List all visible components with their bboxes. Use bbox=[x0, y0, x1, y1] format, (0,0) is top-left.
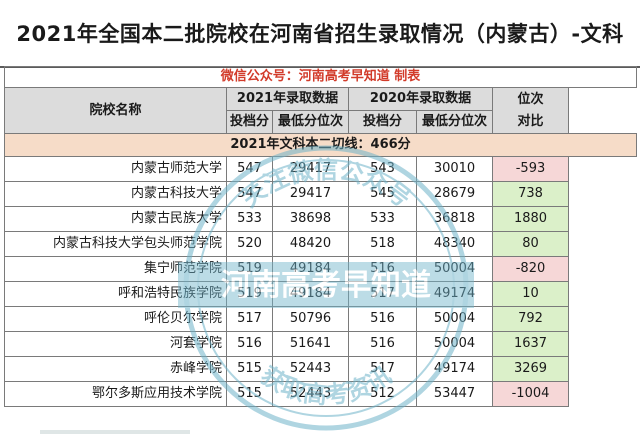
score-2021-cell: 520 bbox=[226, 231, 273, 257]
table-row: 集宁师范学院 519 49184 516 50004 -820 bbox=[4, 256, 637, 282]
subtitle: 微信公众号：河南高考早知道 制表 bbox=[3, 66, 638, 88]
header-row-2: 投档分 最低分位次 投档分 最低分位次 bbox=[5, 110, 637, 134]
rank-2021-cell: 49184 bbox=[272, 256, 349, 282]
header-score-2020: 投档分 bbox=[348, 110, 417, 134]
school-name-cell: 呼伦贝尔学院 bbox=[4, 306, 227, 332]
rank-diff-cell: 738 bbox=[492, 181, 569, 207]
school-name-cell: 集宁师范学院 bbox=[4, 256, 227, 282]
rank-diff-cell: 3269 bbox=[492, 356, 569, 382]
header-rank-2021: 最低分位次 bbox=[272, 110, 349, 134]
table-row: 内蒙古师范大学 547 29417 543 30010 -593 bbox=[4, 156, 637, 182]
table-row: 河套学院 516 51641 516 50004 1637 bbox=[4, 331, 637, 357]
score-2021-cell: 519 bbox=[226, 256, 273, 282]
rank-2021-cell: 38698 bbox=[272, 206, 349, 232]
school-name-cell: 河套学院 bbox=[4, 331, 227, 357]
school-name-cell: 呼和浩特民族学院 bbox=[4, 281, 227, 307]
rank-diff-cell: 792 bbox=[492, 306, 569, 332]
table-body: 内蒙古师范大学 547 29417 543 30010 -593 内蒙古科技大学 547 294… bbox=[4, 156, 637, 407]
rank-2020-cell: 49174 bbox=[416, 356, 493, 382]
rank-2021-cell: 29417 bbox=[272, 181, 349, 207]
score-2020-cell: 516 bbox=[348, 306, 417, 332]
rank-2020-cell: 50004 bbox=[416, 306, 493, 332]
table-row: 呼伦贝尔学院 517 50796 516 50004 792 bbox=[4, 306, 637, 332]
score-2021-cell: 515 bbox=[226, 381, 273, 407]
subtitle-row: 微信公众号：河南高考早知道 制表 bbox=[3, 66, 638, 88]
rank-diff-cell: 1637 bbox=[492, 331, 569, 357]
bottom-decoration bbox=[40, 430, 190, 434]
school-name-cell: 内蒙古师范大学 bbox=[4, 156, 227, 182]
rank-2020-cell: 48340 bbox=[416, 231, 493, 257]
score-2021-cell: 515 bbox=[226, 356, 273, 382]
school-name-cell: 内蒙古科技大学包头师范学院 bbox=[4, 231, 227, 257]
score-2021-cell: 547 bbox=[226, 181, 273, 207]
rank-2020-cell: 36818 bbox=[416, 206, 493, 232]
header-school: 院校名称 bbox=[4, 87, 227, 134]
rank-diff-cell: -1004 bbox=[492, 381, 569, 407]
rank-2021-cell: 48420 bbox=[272, 231, 349, 257]
score-2021-cell: 533 bbox=[226, 206, 273, 232]
rank-2020-cell: 50004 bbox=[416, 256, 493, 282]
rank-2020-cell: 53447 bbox=[416, 381, 493, 407]
cutoff-row: 2021年文科本二切线：466分 bbox=[3, 133, 638, 157]
table-row: 内蒙古科技大学 547 29417 545 28679 738 bbox=[4, 181, 637, 207]
school-name-cell: 内蒙古科技大学 bbox=[4, 181, 227, 207]
rank-2020-cell: 49174 bbox=[416, 281, 493, 307]
rank-2020-cell: 28679 bbox=[416, 181, 493, 207]
school-name-cell: 鄂尔多斯应用技术学院 bbox=[4, 381, 227, 407]
score-2020-cell: 517 bbox=[348, 356, 417, 382]
rank-diff-cell: 80 bbox=[492, 231, 569, 257]
rank-2021-cell: 49184 bbox=[272, 281, 349, 307]
rank-diff-cell: -820 bbox=[492, 256, 569, 282]
school-name-cell: 赤峰学院 bbox=[4, 356, 227, 382]
rank-2021-cell: 52443 bbox=[272, 381, 349, 407]
table-row: 呼和浩特民族学院 519 49184 517 49174 10 bbox=[4, 281, 637, 307]
rank-diff-cell: -593 bbox=[492, 156, 569, 182]
score-2020-cell: 517 bbox=[348, 281, 417, 307]
page-title: 2021年全国本二批院校在河南省招生录取情况（内蒙古）-文科 bbox=[0, 0, 640, 68]
score-2020-cell: 512 bbox=[348, 381, 417, 407]
rank-2020-cell: 30010 bbox=[416, 156, 493, 182]
header-rank-diff: 位次对比 bbox=[492, 87, 569, 134]
score-2020-cell: 533 bbox=[348, 206, 417, 232]
header-score-2021: 投档分 bbox=[226, 110, 273, 134]
score-2020-cell: 516 bbox=[348, 331, 417, 357]
score-2021-cell: 519 bbox=[226, 281, 273, 307]
score-2020-cell: 518 bbox=[348, 231, 417, 257]
score-2020-cell: 543 bbox=[348, 156, 417, 182]
header-2020: 2020年录取数据 bbox=[348, 87, 493, 111]
rank-2020-cell: 50004 bbox=[416, 331, 493, 357]
school-name-cell: 内蒙古民族大学 bbox=[4, 206, 227, 232]
rank-2021-cell: 51641 bbox=[272, 331, 349, 357]
header-rank-2020: 最低分位次 bbox=[416, 110, 493, 134]
header-row-1: 院校名称 2021年录取数据 2020年录取数据 位次对比 bbox=[4, 87, 637, 134]
score-2021-cell: 516 bbox=[226, 331, 273, 357]
rank-diff-cell: 1880 bbox=[492, 206, 569, 232]
table-row: 内蒙古科技大学包头师范学院 520 48420 518 48340 80 bbox=[4, 231, 637, 257]
score-2020-cell: 545 bbox=[348, 181, 417, 207]
table-row: 鄂尔多斯应用技术学院 515 52443 512 53447 -1004 bbox=[4, 381, 637, 407]
rank-2021-cell: 52443 bbox=[272, 356, 349, 382]
rank-2021-cell: 50796 bbox=[272, 306, 349, 332]
score-2020-cell: 516 bbox=[348, 256, 417, 282]
cutoff-line: 2021年文科本二切线：466分 bbox=[3, 133, 638, 157]
score-2021-cell: 547 bbox=[226, 156, 273, 182]
score-2021-cell: 517 bbox=[226, 306, 273, 332]
admission-table: 微信公众号：河南高考早知道 制表 院校名称 2021年录取数据 2020年录取数… bbox=[3, 66, 638, 407]
table-row: 内蒙古民族大学 533 38698 533 36818 1880 bbox=[4, 206, 637, 232]
table-row: 赤峰学院 515 52443 517 49174 3269 bbox=[4, 356, 637, 382]
header-2021: 2021年录取数据 bbox=[226, 87, 349, 111]
rank-2021-cell: 29417 bbox=[272, 156, 349, 182]
header-rank-diff-text: 位次对比 bbox=[517, 91, 544, 129]
rank-diff-cell: 10 bbox=[492, 281, 569, 307]
